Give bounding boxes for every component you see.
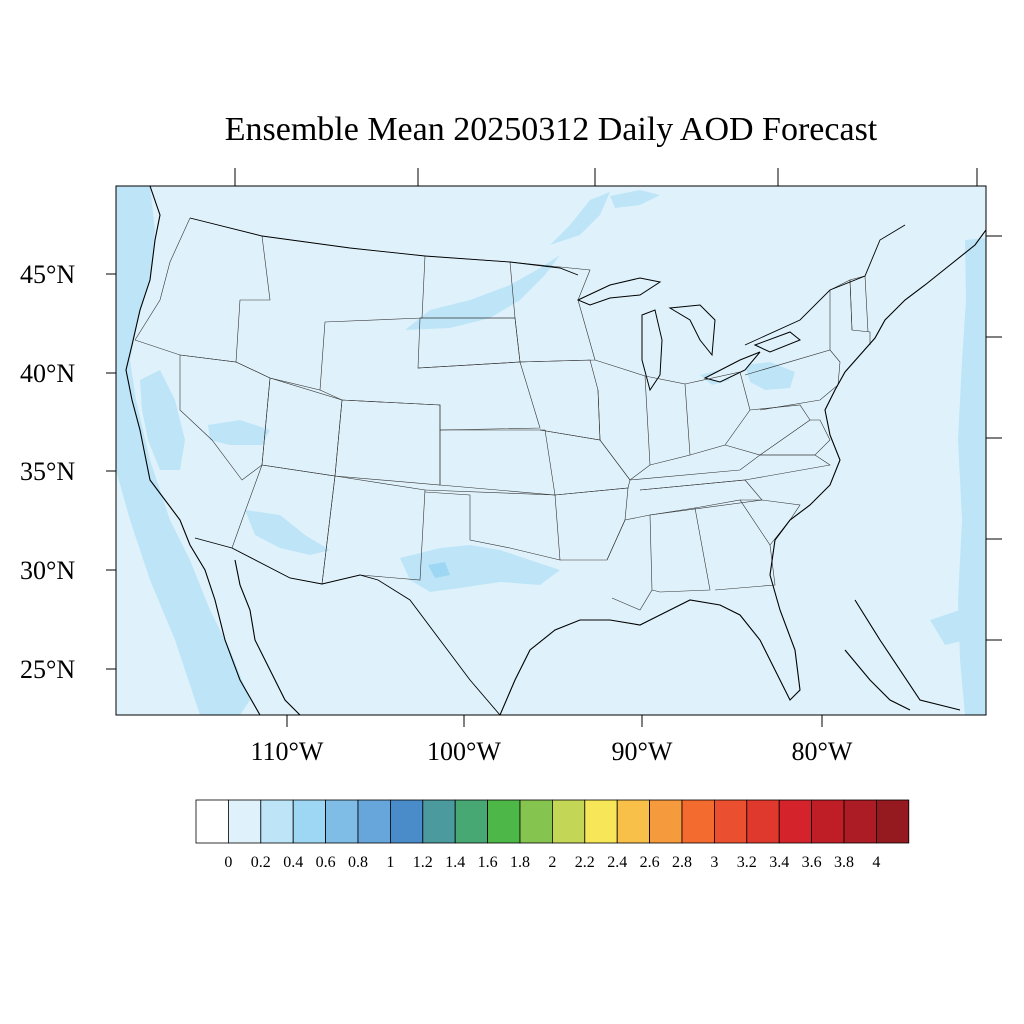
colorbar-label: 0.4 <box>283 854 303 871</box>
map-title: Ensemble Mean 20250312 Daily AOD Forecas… <box>224 111 878 148</box>
right-tick-marks <box>986 235 1002 641</box>
colorbar-swatch <box>584 799 618 844</box>
lat-label: 40°N <box>20 359 75 388</box>
lat-label: 45°N <box>20 260 75 289</box>
colorbar-label: 3.4 <box>769 854 789 871</box>
colorbar-swatch <box>649 799 683 844</box>
colorbar-label: 3.8 <box>834 854 854 871</box>
great-lakes <box>576 277 801 392</box>
colorbar-swatch <box>325 799 359 844</box>
colorbar-label: 1.2 <box>413 854 433 871</box>
colorbar-label: 2.8 <box>672 854 692 871</box>
colorbar-label: 0.6 <box>316 854 336 871</box>
lat-label: 35°N <box>20 457 75 486</box>
colorbar-swatch <box>487 799 521 844</box>
colorbar-swatch <box>389 799 424 844</box>
colorbar-swatch <box>811 799 845 844</box>
colorbar-label: 1.4 <box>445 854 465 871</box>
colorbar-swatch <box>227 799 262 844</box>
colorbar-swatch <box>746 799 780 844</box>
longitude-axis: 110°W 100°W 90°W 80°W <box>251 715 853 766</box>
colorbar-label: 2.4 <box>607 854 627 871</box>
lon-label: 90°W <box>612 737 673 766</box>
colorbar-swatch <box>843 799 877 844</box>
coastlines <box>125 186 986 715</box>
colorbar-label: 1.6 <box>478 854 498 871</box>
colorbar-label: 3 <box>710 854 718 871</box>
colorbar-swatch <box>616 799 651 844</box>
colorbar-swatch <box>422 799 456 844</box>
colorbar-swatch <box>260 799 294 844</box>
colorbar-swatch <box>552 799 586 844</box>
colorbar-swatch <box>876 799 910 844</box>
lat-label: 30°N <box>20 556 75 585</box>
colorbar-swatch <box>681 799 715 844</box>
colorbar-label: 3.6 <box>802 854 822 871</box>
aod-patch-0.4-0.6 <box>428 562 450 578</box>
colorbar-swatch <box>714 799 748 844</box>
colorbar-label: 1.8 <box>510 854 530 871</box>
country-borders <box>189 217 906 715</box>
colorbar-label: 1 <box>386 854 394 871</box>
colorbar-label: 2.2 <box>575 854 595 871</box>
colorbar-label: 0.8 <box>348 854 368 871</box>
lon-label: 80°W <box>792 737 853 766</box>
colorbar-label: 0.2 <box>251 854 271 871</box>
colorbar: 0 0.2 0.4 0.6 0.8 1 1.2 1.4 1.6 1.8 2 2.2 2.4 2.6 2.8 3… <box>195 799 910 871</box>
colorbar-swatch <box>454 799 489 844</box>
colorbar-label: 4 <box>872 854 880 871</box>
lat-label: 25°N <box>20 655 75 684</box>
latitude-axis: 45°N 40°N 35°N 30°N 25°N <box>20 260 116 684</box>
aod-patches-0.2-0.4 <box>116 186 986 715</box>
lon-label: 110°W <box>251 737 324 766</box>
top-tick-marks <box>234 168 978 186</box>
colorbar-swatch <box>292 799 327 844</box>
lon-label: 100°W <box>427 737 501 766</box>
colorbar-swatch <box>357 799 391 844</box>
colorbar-swatch <box>519 799 553 844</box>
colorbar-label: 0 <box>224 854 232 871</box>
colorbar-swatch <box>778 799 813 844</box>
colorbar-label: 2 <box>548 854 556 871</box>
colorbar-label: 2.6 <box>640 854 660 871</box>
north-america-landmass <box>125 186 986 715</box>
plot-frame <box>115 185 987 716</box>
colorbar-label: 3.2 <box>737 854 757 871</box>
colorbar-swatch <box>195 799 229 844</box>
